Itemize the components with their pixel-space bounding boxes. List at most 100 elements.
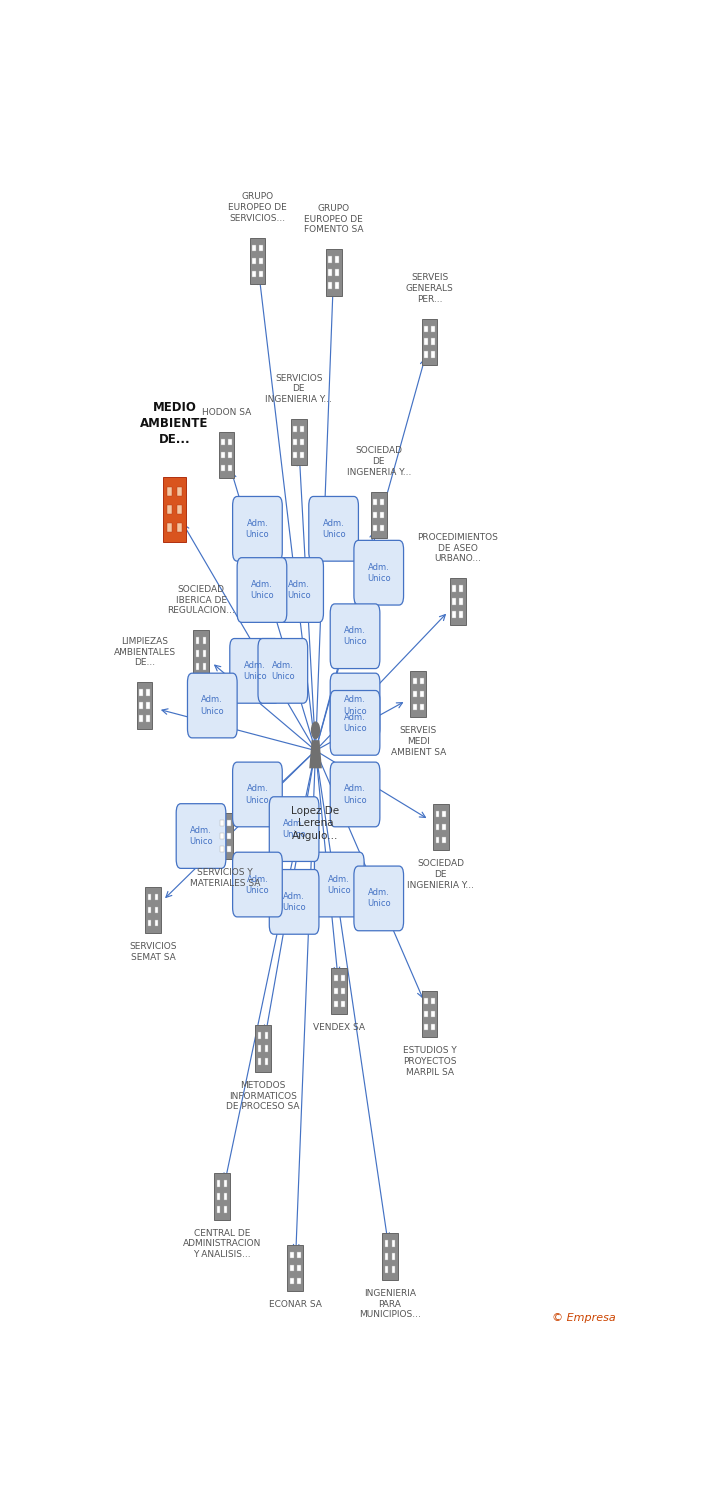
FancyBboxPatch shape	[256, 1026, 271, 1071]
FancyBboxPatch shape	[420, 690, 424, 698]
Text: Adm.
Unico: Adm. Unico	[343, 626, 367, 646]
FancyBboxPatch shape	[331, 604, 380, 669]
FancyBboxPatch shape	[227, 833, 231, 840]
FancyBboxPatch shape	[422, 318, 438, 364]
Text: GRUPO
EUROPEO DE
SERVICIOS...: GRUPO EUROPEO DE SERVICIOS...	[228, 192, 287, 222]
FancyBboxPatch shape	[259, 270, 263, 278]
Text: Adm.
Unico: Adm. Unico	[282, 819, 306, 839]
Text: ESTUDIOS Y
PROYECTOS
MARPIL SA: ESTUDIOS Y PROYECTOS MARPIL SA	[403, 1047, 456, 1077]
FancyBboxPatch shape	[269, 870, 319, 934]
FancyBboxPatch shape	[293, 452, 297, 459]
FancyBboxPatch shape	[146, 702, 150, 709]
Text: SERVEIS
MEDI
AMBIENT SA: SERVEIS MEDI AMBIENT SA	[391, 726, 446, 758]
FancyBboxPatch shape	[331, 762, 380, 826]
FancyBboxPatch shape	[196, 651, 199, 657]
Text: INGENIERIA
PARA
MUNICIPIOS...: INGENIERIA PARA MUNICIPIOS...	[359, 1288, 421, 1320]
Text: HODON SA: HODON SA	[202, 408, 251, 417]
FancyBboxPatch shape	[328, 256, 332, 262]
Text: Adm.
Unico: Adm. Unico	[245, 519, 269, 538]
FancyBboxPatch shape	[384, 1240, 388, 1246]
FancyBboxPatch shape	[354, 540, 403, 604]
FancyBboxPatch shape	[218, 813, 233, 859]
FancyBboxPatch shape	[265, 1046, 269, 1052]
FancyBboxPatch shape	[167, 524, 172, 532]
FancyBboxPatch shape	[381, 500, 384, 506]
FancyBboxPatch shape	[290, 1278, 293, 1284]
FancyBboxPatch shape	[223, 1180, 227, 1186]
Text: Adm.
Unico: Adm. Unico	[282, 892, 306, 912]
FancyBboxPatch shape	[146, 690, 150, 696]
Text: VENDEX SA: VENDEX SA	[313, 1023, 365, 1032]
FancyBboxPatch shape	[431, 326, 435, 332]
FancyBboxPatch shape	[148, 894, 151, 900]
FancyBboxPatch shape	[431, 998, 435, 1004]
FancyBboxPatch shape	[177, 486, 182, 495]
FancyBboxPatch shape	[443, 837, 446, 843]
FancyBboxPatch shape	[431, 351, 435, 358]
FancyBboxPatch shape	[217, 1180, 221, 1186]
FancyBboxPatch shape	[334, 1000, 338, 1006]
Text: Lopez De
Lerena
Angulo...: Lopez De Lerena Angulo...	[291, 806, 340, 842]
FancyBboxPatch shape	[164, 477, 186, 542]
FancyBboxPatch shape	[293, 440, 297, 446]
FancyBboxPatch shape	[193, 630, 209, 676]
FancyBboxPatch shape	[265, 1059, 269, 1065]
FancyBboxPatch shape	[331, 968, 347, 1014]
FancyBboxPatch shape	[233, 496, 282, 561]
FancyBboxPatch shape	[269, 796, 319, 861]
FancyBboxPatch shape	[217, 1206, 221, 1212]
Text: Adm.
Unico: Adm. Unico	[287, 580, 310, 600]
FancyBboxPatch shape	[328, 282, 332, 288]
FancyBboxPatch shape	[325, 249, 341, 296]
FancyBboxPatch shape	[336, 256, 339, 262]
FancyBboxPatch shape	[252, 270, 256, 278]
FancyBboxPatch shape	[452, 598, 456, 604]
FancyBboxPatch shape	[290, 419, 306, 465]
FancyBboxPatch shape	[230, 639, 280, 704]
FancyBboxPatch shape	[167, 504, 172, 513]
FancyBboxPatch shape	[431, 339, 435, 345]
Text: Adm.
Unico: Adm. Unico	[367, 888, 390, 909]
FancyBboxPatch shape	[435, 824, 439, 830]
FancyBboxPatch shape	[420, 704, 424, 710]
FancyBboxPatch shape	[258, 1046, 261, 1052]
Circle shape	[312, 722, 320, 738]
FancyBboxPatch shape	[228, 438, 232, 446]
FancyBboxPatch shape	[148, 906, 151, 914]
FancyBboxPatch shape	[227, 821, 231, 827]
FancyBboxPatch shape	[220, 846, 223, 852]
FancyBboxPatch shape	[148, 920, 151, 926]
FancyBboxPatch shape	[217, 1192, 221, 1200]
FancyBboxPatch shape	[258, 639, 308, 704]
FancyBboxPatch shape	[384, 1266, 388, 1272]
FancyBboxPatch shape	[137, 682, 152, 729]
FancyBboxPatch shape	[155, 894, 159, 900]
Polygon shape	[309, 740, 322, 768]
FancyBboxPatch shape	[392, 1252, 395, 1260]
FancyBboxPatch shape	[252, 258, 256, 264]
Text: Adm.
Unico: Adm. Unico	[189, 827, 213, 846]
FancyBboxPatch shape	[334, 987, 338, 994]
Text: Adm.
Unico: Adm. Unico	[328, 874, 351, 894]
Text: LIMPIEZAS
AMBIENTALES
DE...: LIMPIEZAS AMBIENTALES DE...	[114, 638, 175, 668]
FancyBboxPatch shape	[139, 690, 143, 696]
FancyBboxPatch shape	[258, 1059, 261, 1065]
Text: SERVEIS
GENERALS
PER...: SERVEIS GENERALS PER...	[405, 273, 454, 303]
FancyBboxPatch shape	[443, 810, 446, 818]
FancyBboxPatch shape	[300, 440, 304, 446]
FancyBboxPatch shape	[297, 1252, 301, 1258]
FancyBboxPatch shape	[459, 598, 463, 604]
FancyBboxPatch shape	[373, 525, 377, 531]
Text: Adm.
Unico: Adm. Unico	[271, 662, 295, 681]
FancyBboxPatch shape	[413, 704, 416, 710]
FancyBboxPatch shape	[221, 438, 225, 446]
FancyBboxPatch shape	[297, 1278, 301, 1284]
FancyBboxPatch shape	[237, 558, 287, 622]
FancyBboxPatch shape	[265, 1032, 269, 1040]
Text: ECONAR SA: ECONAR SA	[269, 1300, 322, 1310]
FancyBboxPatch shape	[424, 1023, 428, 1031]
FancyBboxPatch shape	[341, 1000, 344, 1006]
Text: SERVICIOS
DE
INGENIERIA Y...: SERVICIOS DE INGENIERIA Y...	[265, 374, 332, 404]
FancyBboxPatch shape	[223, 1206, 227, 1212]
FancyBboxPatch shape	[177, 524, 182, 532]
